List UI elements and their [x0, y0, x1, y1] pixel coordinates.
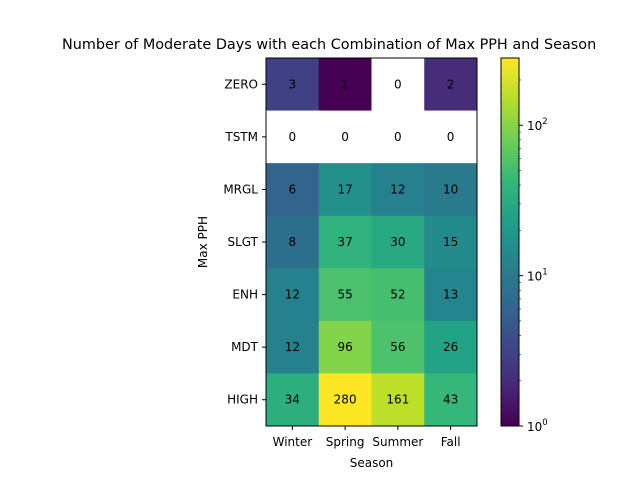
cell-value-label: 3 — [289, 77, 297, 91]
heatmap-cell-mrgl-fall — [424, 163, 478, 217]
heatmap-cell-high-winter — [266, 373, 320, 427]
heatmap-cell-high-fall — [424, 373, 478, 427]
heatmap-cell-tstm-summer — [371, 110, 425, 164]
cell-value-label: 6 — [289, 182, 297, 196]
y-tick-label: MDT — [231, 340, 259, 354]
y-tick-label: HIGH — [227, 393, 258, 407]
colorbar-tick-label: 101 — [527, 268, 548, 284]
heatmap-cell-mdt-summer — [371, 320, 425, 374]
heatmap-cell-enh-summer — [371, 268, 425, 322]
colorbar-tick-label: 100 — [527, 418, 548, 434]
heatmap-cell-mdt-winter — [266, 320, 320, 374]
x-tick-label: Winter — [273, 435, 313, 449]
cell-value-label: 37 — [337, 235, 352, 249]
cell-value-label: 8 — [289, 235, 297, 249]
cell-value-label: 0 — [394, 130, 402, 144]
heatmap-cell-high-summer — [371, 373, 425, 427]
y-axis-ticks: ZERO TSTM MRGL SLGT ENH MDT HIGH — [223, 77, 266, 407]
cell-value-label: 17 — [337, 182, 352, 196]
heatmap-cell-mdt-fall — [424, 320, 478, 374]
y-tick-label: ENH — [232, 288, 258, 302]
cell-value-label: 0 — [447, 130, 455, 144]
y-tick-label: ZERO — [224, 77, 258, 91]
cell-value-label: 2 — [447, 77, 455, 91]
cell-value-label: 43 — [443, 393, 458, 407]
heatmap-cell-zero-summer — [371, 58, 425, 112]
cell-value-label: 55 — [337, 288, 352, 302]
cell-value-label: 15 — [443, 235, 458, 249]
heatmap-cell-slgt-summer — [371, 215, 425, 269]
heatmap-cell-slgt-fall — [424, 215, 478, 269]
heatmap-cell-slgt-spring — [318, 215, 372, 269]
colorbar-tick-label: 102 — [527, 117, 548, 133]
heatmap-cell-mrgl-spring — [318, 163, 372, 217]
heatmap-cell-mdt-spring — [318, 320, 372, 374]
x-axis-ticks: Winter Spring Summer Fall — [273, 426, 461, 449]
x-tick-label: Spring — [326, 435, 365, 449]
y-tick-label: TSTM — [224, 130, 258, 144]
x-tick-label: Fall — [441, 435, 461, 449]
heatmap-cell-zero-spring — [318, 58, 372, 112]
y-axis-label: Max PPH — [196, 216, 210, 268]
heatmap-cell-enh-winter — [266, 268, 320, 322]
y-tick-label: SLGT — [227, 235, 258, 249]
cell-value-label: 0 — [341, 130, 349, 144]
heatmap-cell-mrgl-winter — [266, 163, 320, 217]
cell-value-label: 1 — [341, 77, 349, 91]
colorbar-ticks: 100 101 102 — [519, 79, 548, 434]
cell-value-label: 0 — [289, 130, 297, 144]
heatmap-cell-zero-winter — [266, 58, 320, 112]
cell-value-label: 34 — [285, 393, 300, 407]
heatmap-cell-enh-fall — [424, 268, 478, 322]
cell-value-label: 12 — [285, 340, 300, 354]
heatmap-cell-tstm-spring — [318, 110, 372, 164]
cell-value-label: 26 — [443, 340, 458, 354]
heatmap-cell-tstm-winter — [266, 110, 320, 164]
cell-value-label: 13 — [443, 288, 458, 302]
heatmap-cell-slgt-winter — [266, 215, 320, 269]
cell-value-label: 10 — [443, 182, 458, 196]
x-tick-label: Summer — [372, 435, 423, 449]
y-tick-label: MRGL — [223, 182, 258, 196]
heatmap-cell-mrgl-summer — [371, 163, 425, 217]
heatmap-cell-high-spring — [318, 373, 372, 427]
cell-value-label: 56 — [390, 340, 405, 354]
cell-value-label: 280 — [334, 393, 357, 407]
cell-value-label: 12 — [285, 288, 300, 302]
cell-value-label: 12 — [390, 182, 405, 196]
cell-value-label: 0 — [394, 77, 402, 91]
heatmap-cell-zero-fall — [424, 58, 478, 112]
chart-title: Number of Moderate Days with each Combin… — [62, 37, 596, 53]
cell-value-label: 30 — [390, 235, 405, 249]
x-axis-label: Season — [350, 456, 394, 470]
colorbar — [500, 57, 520, 427]
heatmap-cell-enh-spring — [318, 268, 372, 322]
cell-value-label: 161 — [386, 393, 409, 407]
cell-value-label: 52 — [390, 288, 405, 302]
cell-value-label: 96 — [337, 340, 352, 354]
heatmap-cells — [266, 58, 478, 427]
heatmap-cell-tstm-fall — [424, 110, 478, 164]
